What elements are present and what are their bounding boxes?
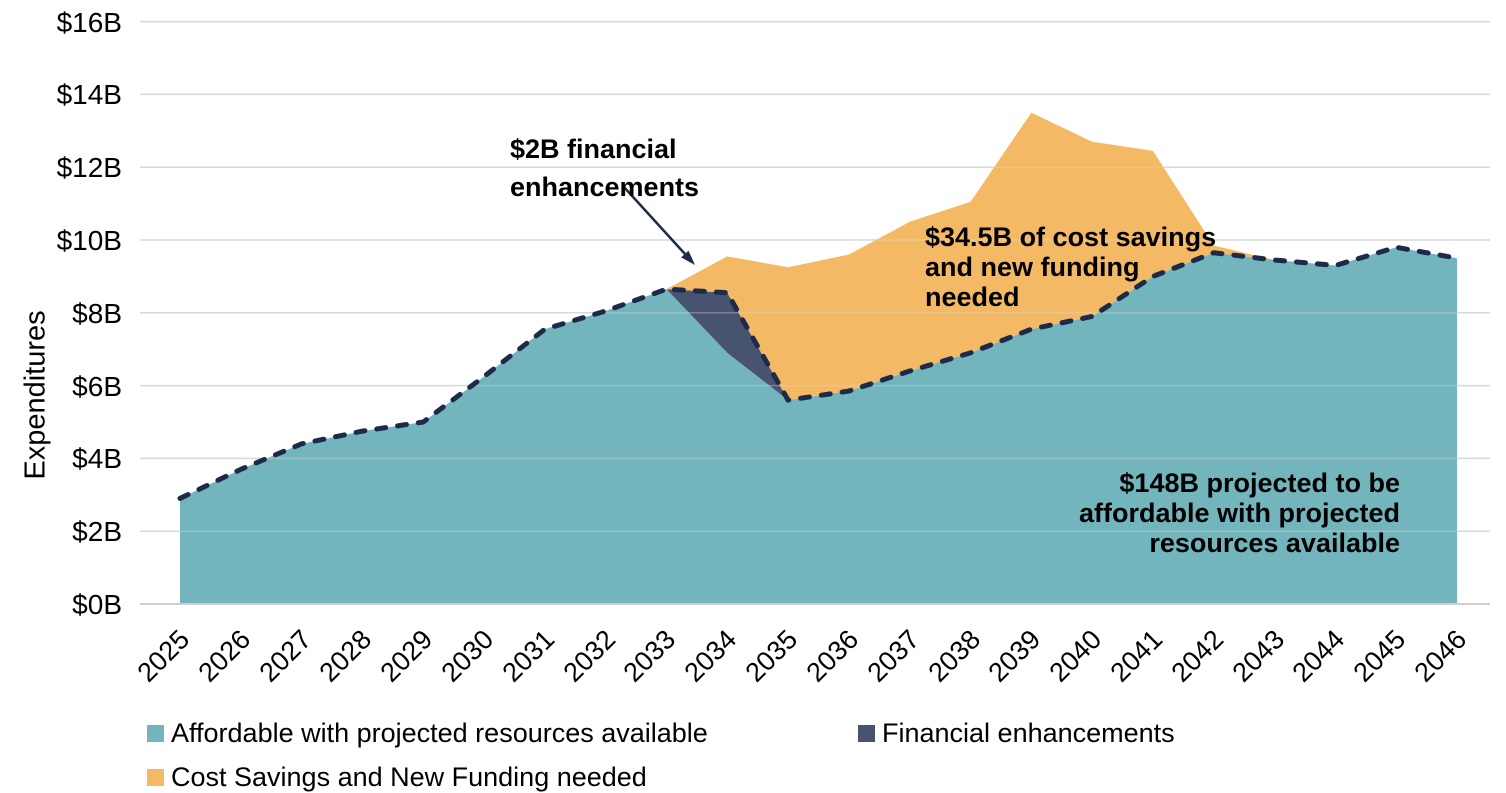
series-financial-enhancements bbox=[666, 289, 789, 401]
annotation-financial-enhancements: $2B financial enhancements bbox=[510, 130, 699, 206]
annotation-line: $148B projected to be bbox=[1119, 468, 1400, 498]
annotation-line: $34.5B of cost savings bbox=[925, 222, 1217, 252]
legend-swatch-cost-savings bbox=[147, 768, 164, 786]
annotation-line: enhancements bbox=[510, 172, 700, 202]
annotation-line: and new funding bbox=[925, 252, 1140, 282]
y-tick-label: $0B bbox=[72, 589, 122, 620]
y-tick-label: $12B bbox=[56, 152, 122, 184]
legend-label-cost-savings: Cost Savings and New Funding needed bbox=[171, 761, 647, 792]
legend-swatch-affordable bbox=[147, 724, 164, 742]
legend-label-affordable: Affordable with projected resources avai… bbox=[171, 717, 708, 748]
legend-item-affordable: Affordable with projected resources avai… bbox=[147, 716, 708, 750]
series-cost-savings-and-new-funding-needed bbox=[666, 112, 1275, 401]
annotation-line: affordable with projected bbox=[1078, 498, 1400, 528]
annotation-arrow-head-icon bbox=[681, 250, 695, 265]
legend-swatch-financial-enhancements bbox=[858, 724, 875, 742]
legend-item-financial-enhancements: Financial enhancements bbox=[858, 716, 1175, 750]
legend-item-cost-savings: Cost Savings and New Funding needed bbox=[147, 760, 647, 793]
y-tick-label: $16B bbox=[56, 6, 122, 38]
y-tick-label: $10B bbox=[56, 225, 122, 256]
annotation-affordable: $148B projected to be affordable with pr… bbox=[1075, 468, 1400, 558]
annotation-cost-savings: $34.5B of cost savings and new funding n… bbox=[925, 222, 1216, 312]
y-tick-label: $14B bbox=[56, 79, 122, 111]
y-tick-label: $4B bbox=[72, 443, 122, 475]
annotation-arrow-shaft bbox=[622, 185, 686, 255]
annotation-line: resources available bbox=[1149, 528, 1400, 558]
y-tick-label: $8B bbox=[72, 297, 122, 329]
annotation-line: needed bbox=[925, 282, 1020, 312]
dashed-expenditure-line bbox=[177, 244, 1460, 501]
y-tick-label: $2B bbox=[72, 516, 122, 548]
annotation-line: $2B financial bbox=[510, 134, 677, 164]
legend-label-financial-enhancements: Financial enhancements bbox=[882, 717, 1175, 748]
y-tick-label: $6B bbox=[72, 370, 122, 402]
series-affordable-with-projected-resources-available bbox=[180, 247, 1457, 604]
